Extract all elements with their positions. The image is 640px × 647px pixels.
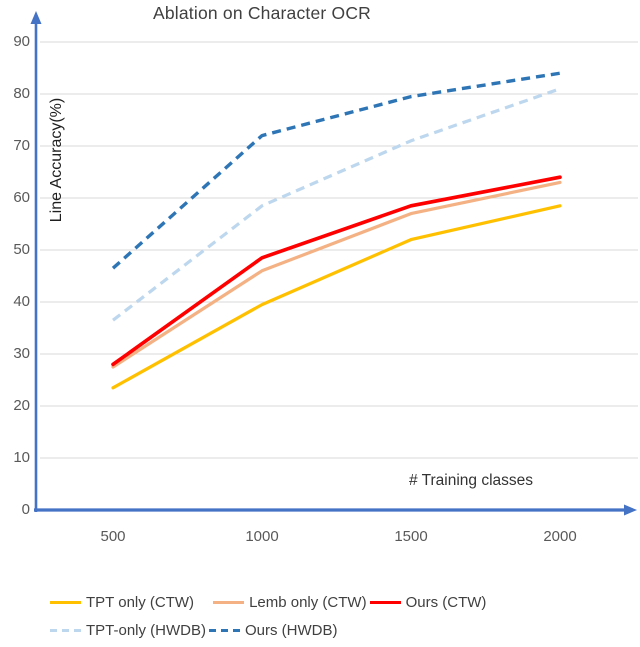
y-axis-arrow [30, 11, 42, 24]
legend-item: TPT-only (HWDB) [50, 622, 206, 639]
legend-row: TPT-only (HWDB) Ours (HWDB) [50, 622, 486, 639]
y-axis-title: Line Accuracy(%) [48, 97, 65, 223]
x-axis-title: # Training classes [408, 472, 533, 489]
y-tick-label: 0 [21, 501, 30, 518]
line-ours-ctw [111, 175, 562, 367]
legend-row: TPT only (CTW) Lemb only (CTW) Ours (CTW) [50, 594, 486, 611]
x-tick-label: 2000 [543, 528, 577, 545]
line-tpt-only-ctw [111, 204, 562, 390]
y-tick-label: 60 [13, 189, 30, 206]
legend: TPT only (CTW) Lemb only (CTW) Ours (CTW) T… [50, 594, 486, 639]
y-tick-label: 10 [13, 449, 30, 466]
line-ours-hwdb [111, 71, 561, 270]
y-tick-label: 20 [13, 397, 30, 414]
x-axis-arrow [624, 504, 637, 516]
solid-line-swatch-icon [213, 600, 245, 605]
line-lemb-only-ctw [111, 180, 562, 369]
solid-line-swatch-icon [369, 600, 401, 605]
y-tick-label: 50 [13, 241, 30, 258]
legend-label: TPT only (CTW) [86, 594, 195, 611]
y-tick-label: 80 [13, 85, 30, 102]
legend-label: Ours (CTW) [405, 594, 487, 611]
legend-item: Ours (HWDB) [209, 622, 338, 639]
y-tick-label: 30 [13, 345, 30, 362]
legend-label: TPT-only (HWDB) [86, 622, 206, 639]
solid-line-swatch-icon [50, 600, 81, 605]
dashed-line-swatch-icon [209, 628, 240, 633]
legend-label: Lemb only (CTW) [249, 594, 367, 611]
x-tick-label: 500 [100, 528, 126, 545]
line-tpt-only-hwdb [112, 87, 561, 322]
legend-label: Ours (HWDB) [245, 622, 338, 639]
y-tick-label: 90 [13, 33, 30, 50]
y-tick-label: 70 [13, 137, 30, 154]
legend-item: TPT only (CTW) [50, 594, 194, 611]
legend-item: Ours (CTW) [369, 594, 487, 611]
x-tick-label: 1000 [245, 528, 279, 545]
chart-title: Ablation on Character OCR [152, 3, 372, 23]
x-tick-label: 1500 [394, 528, 428, 545]
legend-item: Lemb only (CTW) [213, 594, 367, 611]
y-tick-label: 40 [13, 293, 30, 310]
dashed-line-swatch-icon [50, 628, 81, 633]
